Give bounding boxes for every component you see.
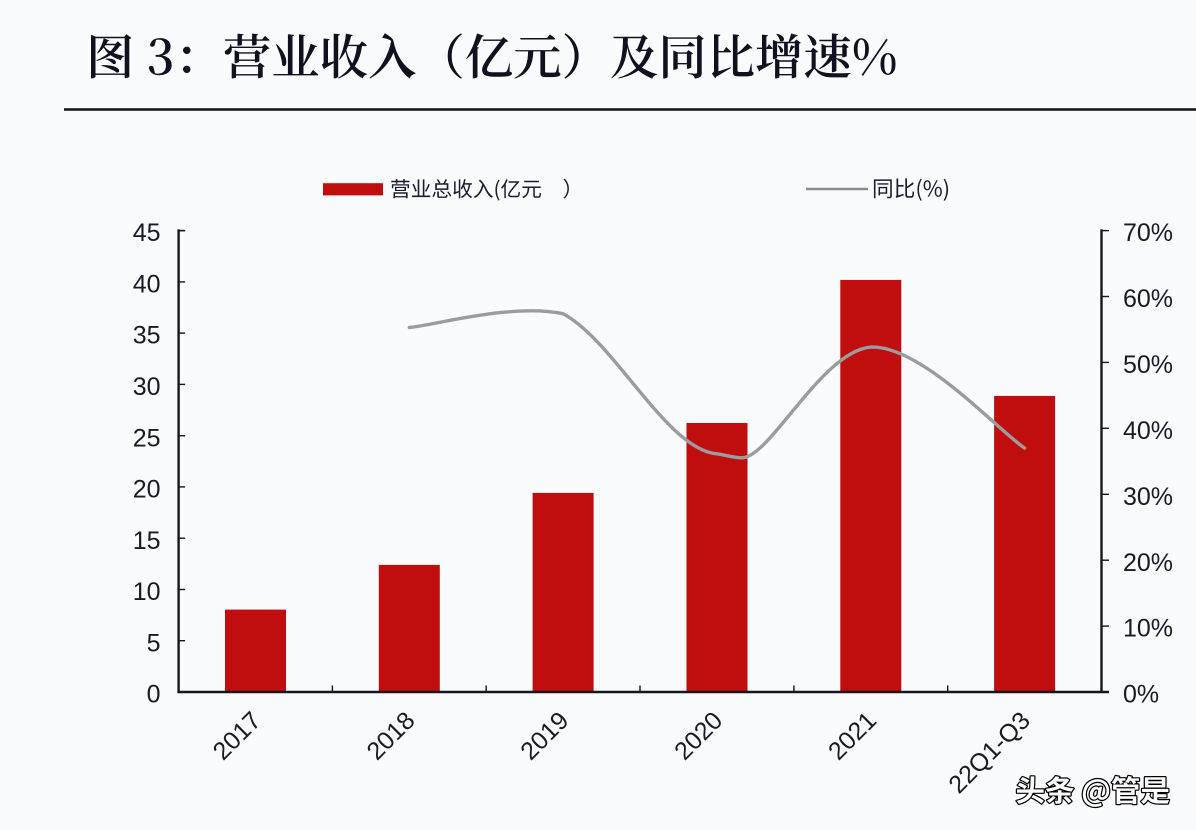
svg-text:30%: 30%	[1123, 483, 1173, 511]
svg-text:30: 30	[133, 373, 161, 401]
svg-text:25: 25	[133, 424, 161, 452]
svg-text:15: 15	[133, 527, 161, 555]
svg-text:20: 20	[133, 476, 161, 504]
svg-text:60%: 60%	[1123, 285, 1173, 313]
svg-text:0: 0	[147, 681, 161, 709]
svg-text:10%: 10%	[1123, 615, 1173, 643]
svg-text:50%: 50%	[1123, 351, 1173, 379]
svg-text:5: 5	[147, 629, 161, 657]
svg-text:40: 40	[133, 271, 161, 299]
svg-text:40%: 40%	[1123, 417, 1173, 445]
svg-text:70%: 70%	[1123, 219, 1173, 247]
svg-text:35: 35	[133, 322, 161, 350]
svg-text:45: 45	[133, 219, 161, 247]
svg-text:10: 10	[133, 578, 161, 606]
svg-text:20%: 20%	[1123, 549, 1173, 577]
svg-text:0%: 0%	[1123, 681, 1159, 709]
